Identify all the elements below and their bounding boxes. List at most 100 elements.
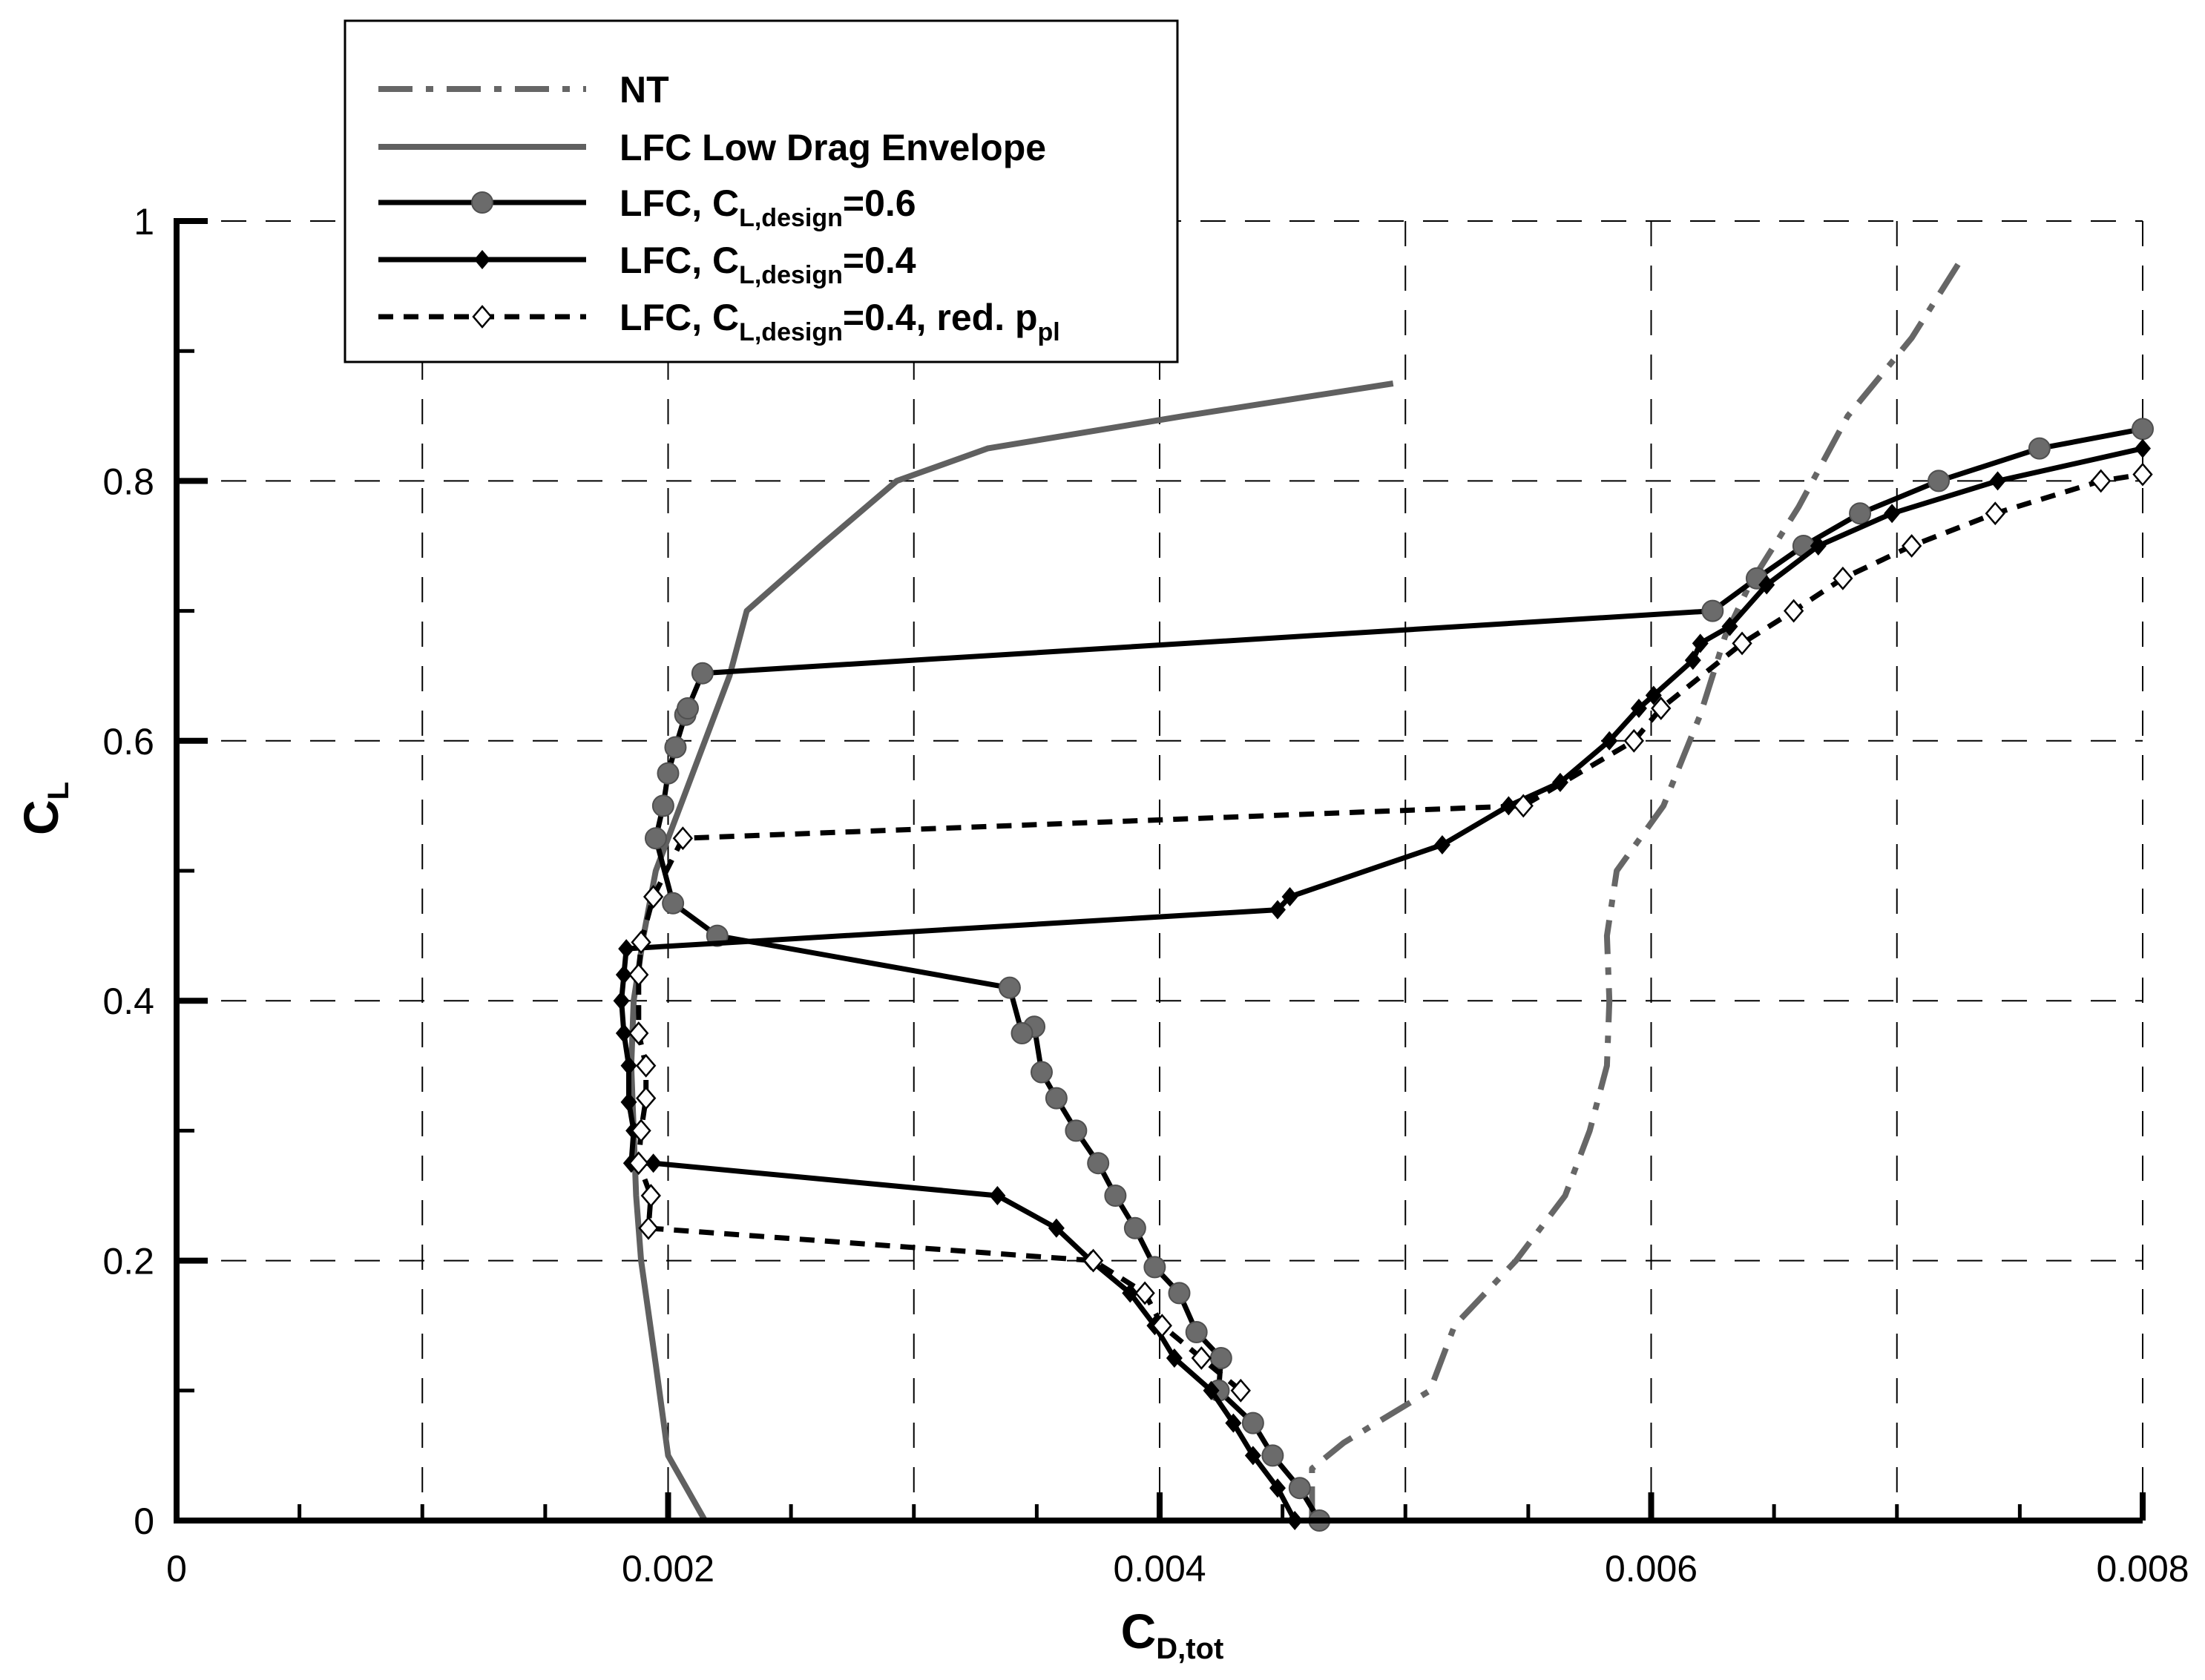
y-tick-label: 0.4 — [102, 981, 154, 1022]
tick-labels: 0 0.002 0.004 0.006 0.008 0 0.2 0.4 0.6 0.8 1 — [102, 201, 2189, 1590]
data-point-cl04red — [636, 1053, 657, 1078]
y-tick-label: 0 — [134, 1501, 154, 1542]
data-point-cl06 — [1849, 502, 1872, 525]
series-cl04red — [628, 462, 2153, 1403]
legend-entry-cl04: LFC, CL,design=0.4 — [378, 240, 916, 289]
data-point-cl04 — [1989, 471, 2006, 491]
data-point-cl06 — [1241, 1411, 1264, 1434]
legend-entry-cl06: LFC, CL,design=0.6 — [378, 182, 916, 232]
data-point-cl04red — [1623, 728, 1644, 753]
legend-label-cl04: LFC, CL,design=0.4 — [620, 240, 916, 289]
y-tick-label: 0.8 — [102, 461, 154, 502]
axes — [174, 218, 2146, 1523]
data-point-cl04 — [1225, 1413, 1242, 1433]
x-tick-label: 0.004 — [1113, 1548, 1206, 1590]
data-point-cl06 — [1168, 1282, 1191, 1305]
data-point-cl04 — [1684, 650, 1701, 671]
legend-box — [344, 19, 1179, 363]
legend-label-envelope: LFC Low Drag Envelope — [620, 127, 1046, 168]
legend-label-cl06: LFC, CL,design=0.6 — [620, 182, 916, 232]
data-point-cl06 — [1185, 1320, 1208, 1343]
data-point-cl04 — [1884, 504, 1901, 524]
data-point-cl06 — [1928, 470, 1951, 493]
data-point-cl06 — [691, 662, 714, 685]
data-point-cl04 — [2135, 438, 2151, 458]
series-layer — [613, 258, 2154, 1532]
y-tick-label: 1 — [134, 201, 154, 243]
data-point-cl06 — [662, 892, 685, 915]
x-tick-label: 0 — [166, 1548, 187, 1590]
x-tick-label: 0.008 — [2096, 1548, 2189, 1590]
data-point-cl04 — [1244, 1446, 1261, 1466]
data-point-cl04red — [2132, 462, 2153, 487]
data-point-cl04 — [645, 1153, 662, 1173]
legend-label-nt: NT — [620, 69, 669, 111]
legend: NT LFC Low Drag Envelope LFC, CL,design=0.… — [344, 19, 1179, 363]
data-point-cl04red — [1151, 1314, 1172, 1338]
data-point-cl04 — [618, 939, 635, 959]
data-point-cl06 — [1143, 1256, 1166, 1279]
data-point-cl04 — [1692, 633, 1709, 653]
data-point-cl04 — [1203, 1380, 1220, 1400]
data-point-cl04red — [1082, 1248, 1104, 1273]
data-point-cl06 — [998, 976, 1021, 999]
data-point-cl06 — [644, 827, 667, 850]
legend-marker-cl04 — [474, 250, 490, 269]
legend-entry-envelope: LFC Low Drag Envelope — [378, 127, 1046, 168]
data-point-cl06 — [2028, 437, 2051, 460]
data-point-cl04red — [1651, 696, 1672, 720]
data-point-cl06 — [1701, 599, 1724, 622]
data-point-cl04red — [1901, 534, 1922, 558]
data-point-cl04red — [1732, 631, 1752, 656]
data-point-cl04red — [672, 826, 694, 851]
data-point-cl04red — [1833, 566, 1853, 590]
series-line-cl06 — [653, 426, 2143, 1522]
data-point-cl06 — [1065, 1119, 1088, 1142]
data-point-cl04 — [1122, 1283, 1139, 1303]
data-point-cl04red — [631, 930, 651, 955]
data-point-cl06 — [664, 736, 687, 759]
data-point-cl04 — [1269, 1478, 1286, 1498]
data-point-cl04 — [1269, 900, 1286, 920]
series-nt — [1309, 258, 1964, 1521]
data-point-cl04red — [1783, 599, 1804, 623]
data-point-cl04 — [613, 991, 630, 1011]
series-envelope — [628, 381, 1394, 1522]
legend-entry-cl04red: LFC, CL,design=0.4, red. ppl — [378, 297, 1060, 346]
y-tick-label: 0.2 — [102, 1241, 154, 1282]
data-point-cl04 — [615, 1024, 632, 1043]
data-point-cl04 — [1281, 887, 1298, 907]
series-line-envelope — [628, 381, 1394, 1522]
data-point-cl06 — [677, 697, 699, 719]
data-point-cl04 — [1630, 699, 1647, 718]
data-point-cl04 — [989, 1186, 1006, 1205]
data-point-cl04 — [1758, 575, 1775, 595]
data-point-cl04red — [1230, 1378, 1251, 1403]
data-point-cl04red — [628, 963, 649, 987]
series-line-nt — [1309, 258, 1964, 1521]
data-point-cl04 — [1433, 834, 1450, 854]
x-axis-label: CD,tot — [1121, 1604, 1224, 1665]
legend-entry-nt: NT — [378, 69, 669, 111]
data-point-cl04red — [628, 1151, 649, 1176]
x-tick-label: 0.006 — [1605, 1548, 1698, 1590]
series-cl04 — [613, 438, 2151, 1530]
data-point-cl04 — [1810, 536, 1827, 556]
data-point-cl06 — [2132, 418, 2154, 441]
data-point-cl04 — [1048, 1218, 1065, 1238]
data-point-cl04 — [1166, 1348, 1183, 1368]
legend-label-cl04red: LFC, CL,design=0.4, red. ppl — [620, 297, 1060, 346]
data-point-cl04 — [1601, 731, 1618, 751]
data-point-cl06 — [1261, 1444, 1284, 1467]
data-point-cl04 — [1721, 616, 1738, 636]
data-point-cl04red — [1134, 1281, 1155, 1305]
legend-marker-cl06 — [471, 191, 493, 214]
data-point-cl06 — [657, 762, 680, 785]
x-tick-label: 0.002 — [622, 1548, 714, 1590]
data-point-cl06 — [1031, 1061, 1053, 1084]
data-point-cl04red — [643, 885, 664, 909]
data-point-cl04red — [640, 1184, 661, 1208]
data-point-cl04red — [1191, 1346, 1212, 1370]
data-point-cl06 — [1045, 1087, 1068, 1110]
series-line-cl04red — [636, 472, 2143, 1393]
